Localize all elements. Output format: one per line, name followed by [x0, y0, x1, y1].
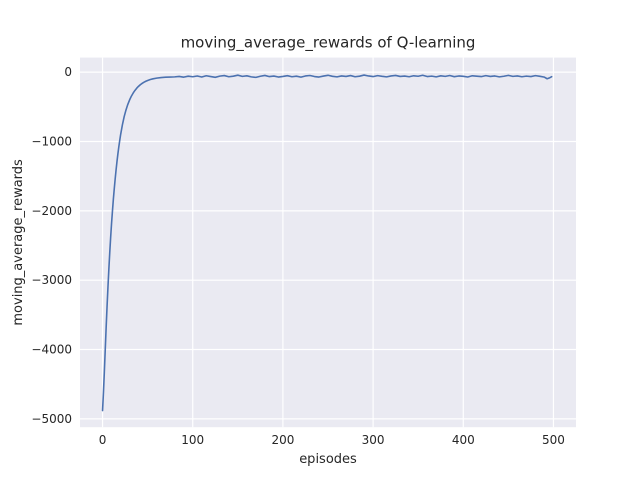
line-series-moving-average [101, 74, 553, 412]
x-tick-label: 300 [362, 433, 385, 447]
y-tick-label: −1000 [31, 135, 72, 149]
y-tick-label: 0 [64, 65, 72, 79]
x-tick-label: 0 [99, 433, 107, 447]
x-tick-label: 100 [181, 433, 204, 447]
x-tick-label: 400 [452, 433, 475, 447]
gridlines [80, 57, 576, 428]
x-axis-label: episodes [299, 452, 357, 467]
x-tick-label: 200 [271, 433, 294, 447]
y-tick-label: −3000 [31, 273, 72, 287]
y-tick-label: −2000 [31, 204, 72, 218]
y-axis-label: moving_average_rewards [11, 159, 26, 326]
y-tick-label: −5000 [31, 412, 72, 426]
x-tick-label: 500 [542, 433, 565, 447]
y-tick-label: −4000 [31, 343, 72, 357]
plot-background [80, 57, 576, 428]
x-tick-labels: 0 100 200 300 400 500 [99, 433, 565, 447]
y-tick-labels: 0 −1000 −2000 −3000 −4000 −5000 [31, 65, 72, 426]
chart-title: moving_average_rewards of Q-learning [181, 34, 476, 53]
